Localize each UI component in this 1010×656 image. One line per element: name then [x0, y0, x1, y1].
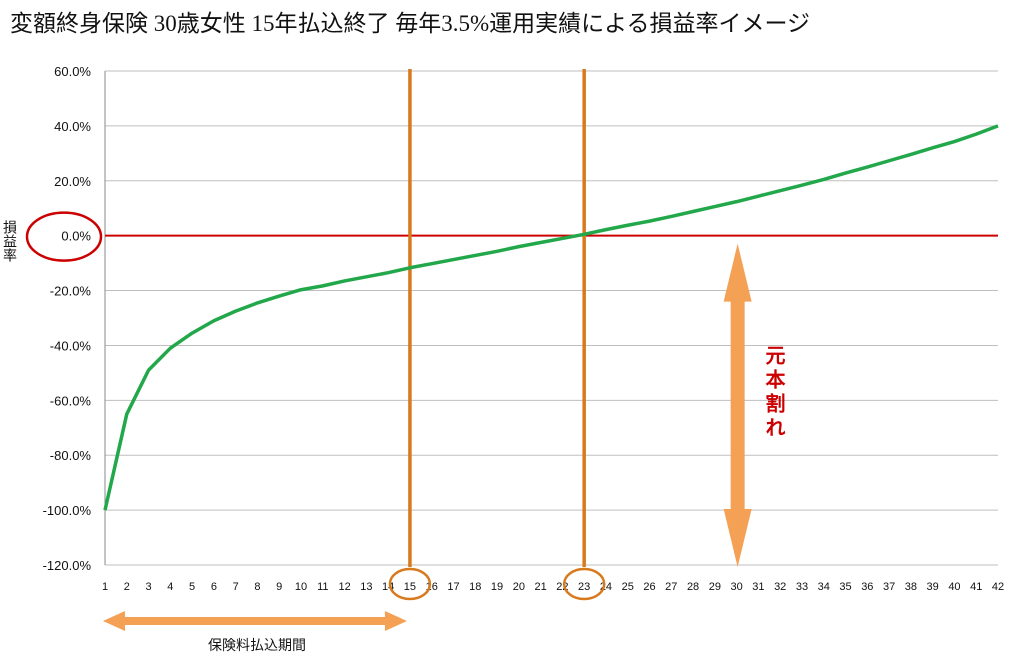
x-tick-label: 5 — [189, 581, 195, 593]
x-tick-label: 19 — [491, 581, 503, 593]
x-tick-label: 18 — [469, 581, 481, 593]
x-tick-label: 23 — [578, 581, 590, 593]
chart-marks — [103, 69, 999, 567]
y-tick-label: 60.0% — [54, 64, 91, 79]
series-line — [103, 124, 999, 511]
y-tick-label: -120.0% — [43, 558, 92, 573]
x-tick-label: 20 — [513, 581, 525, 593]
gridlines — [104, 70, 998, 566]
payment-arrow-head-left — [103, 611, 125, 631]
zero-tick-circle — [25, 211, 103, 262]
x-tick-label: 3 — [145, 581, 151, 593]
x-tick-label: 28 — [687, 581, 699, 593]
x-tick-label: 12 — [338, 581, 350, 593]
payment-arrow-head-right — [384, 611, 407, 631]
y-tick-label: -60.0% — [50, 393, 92, 408]
x-tick-label: 33 — [796, 581, 808, 593]
x-tick-label: 31 — [752, 581, 764, 593]
x-tick-label: 27 — [665, 581, 677, 593]
loss-arrow-head-bottom — [723, 509, 752, 567]
y-tick-label: -40.0% — [50, 338, 92, 353]
payment-period-label: 保険料払込期間 — [208, 638, 306, 654]
x-tick-label: 21 — [534, 581, 546, 593]
loss-arrow-head-top — [723, 243, 752, 302]
y-tick-labels: 60.0% 40.0% 20.0% 0.0% -20.0% -40.0% -60.0% -80… — [43, 64, 92, 573]
x-tick-label: 1 — [102, 581, 108, 593]
x-tick-label: 40 — [948, 581, 960, 593]
y-tick-label: 0.0% — [61, 229, 91, 244]
x-tick-label: 9 — [276, 581, 282, 593]
y-tick-label: -20.0% — [50, 284, 92, 299]
x-tick-label: 6 — [211, 581, 217, 593]
x-tick-labels: 1 2 3 4 5 6 7 8 9 10 11 12 13 14 15 16 17 18 19 20 21 22 23 24 2… — [102, 581, 1004, 593]
y-tick-label: -80.0% — [50, 448, 92, 463]
x-tick-label: 37 — [883, 581, 895, 593]
x-tick-label: 4 — [167, 581, 173, 593]
x-tick-label: 7 — [233, 581, 239, 593]
x-tick-label: 26 — [643, 581, 655, 593]
x-tick-label: 29 — [709, 581, 721, 593]
x-tick-label: 11 — [317, 581, 328, 593]
x-tick-label: 30 — [731, 581, 743, 593]
y-axis-label: 損益率 — [1, 220, 17, 262]
x-tick-label: 34 — [818, 581, 830, 593]
x-tick-label: 25 — [622, 581, 634, 593]
loss-label: 元本割れ — [762, 345, 786, 441]
chart-title: 変額終身保険 30歳女性 15年払込終了 毎年3.5%運用実績による損益率イメー… — [10, 11, 810, 36]
x-tick-label: 36 — [861, 581, 873, 593]
x-tick-label: 8 — [254, 581, 260, 593]
x-tick-circle — [388, 567, 432, 601]
y-tick-label: 20.0% — [54, 174, 91, 189]
x-tick-label: 17 — [447, 581, 459, 593]
y-tick-label: 40.0% — [54, 119, 91, 134]
x-tick-label: 41 — [970, 581, 982, 593]
x-tick-label: 39 — [927, 581, 939, 593]
x-tick-circle — [562, 567, 606, 601]
x-tick-label: 13 — [360, 581, 372, 593]
x-tick-label: 42 — [992, 581, 1004, 593]
y-tick-label: -100.0% — [43, 503, 92, 518]
x-tick-label: 35 — [839, 581, 851, 593]
x-tick-label: 32 — [774, 581, 786, 593]
x-tick-label: 15 — [404, 581, 416, 593]
x-tick-label: 10 — [295, 581, 307, 593]
x-tick-label: 38 — [905, 581, 917, 593]
x-tick-label: 2 — [124, 581, 130, 593]
